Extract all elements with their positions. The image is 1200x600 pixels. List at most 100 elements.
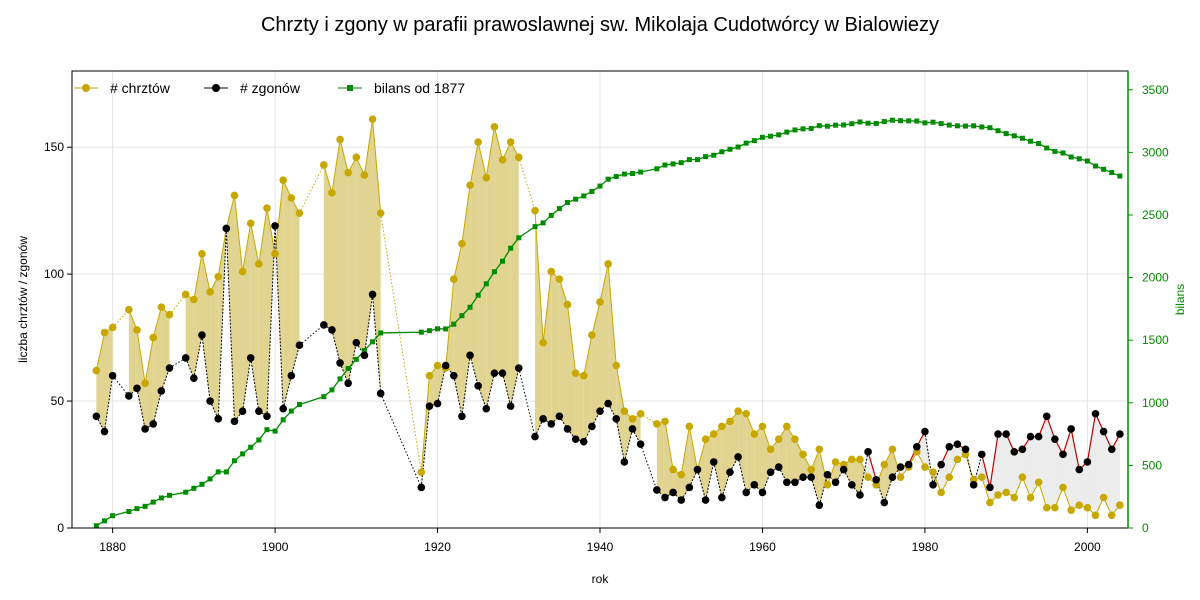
balance-point [946, 122, 952, 128]
balance-point [979, 124, 985, 130]
deaths-points [92, 222, 1124, 509]
deaths-point [661, 493, 669, 502]
balance-point [930, 119, 936, 125]
balance-point [361, 347, 367, 353]
balance-point [963, 123, 969, 129]
baptisms-point [1083, 503, 1092, 512]
y-tick-label: 0 [57, 521, 64, 535]
baptisms-point [791, 435, 799, 443]
balance-point [833, 122, 839, 128]
surplus-area [738, 411, 747, 493]
deaths-point [320, 321, 328, 329]
surplus-area [478, 142, 487, 409]
baptisms-point [953, 455, 962, 464]
deaths-line [437, 365, 447, 404]
surplus-area [656, 421, 665, 498]
baptisms-point [571, 369, 580, 377]
deaths-line [696, 469, 707, 501]
deaths-point [612, 415, 621, 423]
balance-point [589, 188, 595, 194]
balance-point [605, 176, 611, 182]
baptisms-point [701, 435, 710, 443]
balance-point [898, 118, 904, 124]
baptisms-point [547, 267, 556, 276]
surplus-area [275, 180, 284, 409]
balance-point [1019, 135, 1025, 141]
surplus-area [681, 426, 690, 501]
y2-tick-label: 1000 [1142, 396, 1169, 410]
surplus-area [819, 449, 827, 506]
surplus-area [543, 271, 552, 424]
deaths-point [498, 369, 507, 377]
baptisms-point [986, 498, 994, 507]
surplus-area [348, 157, 357, 384]
baptisms-point [921, 463, 929, 471]
baptisms-point [807, 465, 815, 474]
deaths-point [969, 481, 978, 489]
deaths-line [152, 390, 162, 425]
surplus-area [616, 365, 625, 462]
baptisms-point [141, 379, 149, 388]
deaths-point [579, 437, 588, 446]
deaths-point [1091, 409, 1100, 418]
baptisms-point [977, 473, 986, 482]
balance-point [703, 154, 709, 160]
deaths-point [872, 475, 880, 484]
deaths-point [246, 354, 255, 362]
deaths-point [604, 399, 612, 408]
baptisms-point [1067, 506, 1075, 515]
baptisms-point [579, 371, 588, 380]
deaths-line [810, 477, 820, 506]
balance-point [240, 451, 246, 457]
legend-label: # chrztów [110, 80, 171, 96]
surplus-area [210, 276, 219, 419]
baptisms-point [604, 260, 612, 268]
baptisms-point [612, 361, 621, 370]
baptisms-point [539, 338, 547, 347]
deaths-point [360, 351, 369, 360]
balance-point [711, 152, 717, 158]
deaths-line [558, 416, 568, 430]
balance-point [1003, 131, 1009, 137]
y2-tick-label: 2000 [1142, 271, 1169, 285]
deaths-point [449, 371, 458, 380]
surplus-area [104, 327, 113, 432]
chart-title: Chrzty i zgony w parafii prawoslawnej sw… [260, 14, 940, 36]
deaths-line [103, 375, 114, 432]
baptisms-point [206, 288, 214, 296]
legend-marker [82, 84, 90, 92]
surplus-area [811, 449, 820, 506]
baptisms-points [92, 115, 1124, 520]
surplus-area [470, 142, 479, 386]
baptisms-point [271, 250, 279, 258]
baptisms-point [856, 455, 864, 464]
baptisms-point [295, 209, 304, 217]
deaths-line [193, 334, 203, 379]
deficit-area [998, 434, 1007, 495]
surplus-area [96, 332, 105, 432]
deaths-point [1034, 432, 1043, 441]
baptisms-point [1107, 511, 1116, 520]
deaths-line [510, 367, 520, 407]
baptisms-point [320, 161, 328, 169]
baptisms-point [596, 298, 604, 306]
deaths-point [709, 458, 718, 466]
balance-point [199, 481, 205, 487]
deaths-point [417, 483, 426, 492]
surplus-area [372, 119, 381, 394]
balance-point [727, 146, 733, 152]
baptisms-point [336, 135, 344, 144]
deaths-line [274, 225, 284, 409]
deaths-line [818, 474, 828, 506]
balance-point [256, 437, 262, 443]
gap-connectors [112, 157, 658, 491]
deaths-line [867, 451, 877, 480]
balance-point [516, 235, 522, 241]
baptisms-point [474, 138, 482, 146]
surplus-area [575, 373, 584, 442]
deaths-point [1002, 430, 1010, 438]
surplus-area [340, 139, 349, 384]
deaths-point [758, 488, 767, 497]
deaths-point [506, 402, 515, 410]
deaths-point [157, 387, 166, 395]
